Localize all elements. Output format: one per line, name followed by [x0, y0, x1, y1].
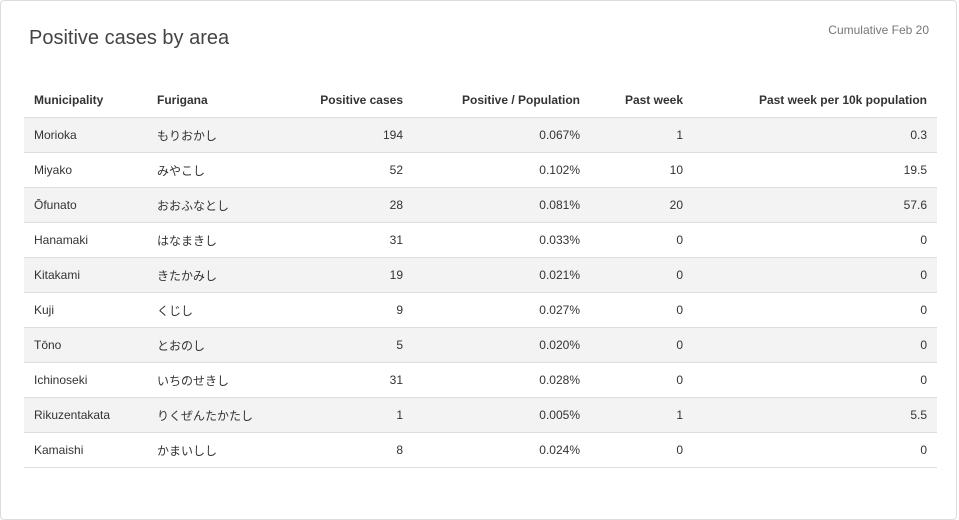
- past-week-cell: 10: [590, 152, 693, 188]
- positive-population-cell: 0.028%: [413, 362, 590, 398]
- table-row: Tōno とおのし 5 0.020% 0 0: [24, 327, 937, 363]
- past-week-cell: 0: [590, 292, 693, 328]
- positive-cases-cell: 1: [277, 397, 413, 433]
- column-header-positive-population[interactable]: Positive / Population: [413, 83, 590, 118]
- table-row: Ōfunato おおふなとし 28 0.081% 20 57.6: [24, 187, 937, 223]
- past-week-per-10k-cell: 19.5: [693, 152, 937, 188]
- past-week-cell: 1: [590, 397, 693, 433]
- furigana-cell: くじし: [147, 292, 277, 328]
- past-week-per-10k-cell: 5.5: [693, 397, 937, 433]
- positive-population-cell: 0.033%: [413, 222, 590, 258]
- column-header-past-week-per-10k[interactable]: Past week per 10k population: [693, 83, 937, 118]
- table-header: Municipality Furigana Positive cases Pos…: [24, 83, 937, 118]
- positive-cases-cell: 28: [277, 187, 413, 223]
- card-title: Positive cases by area: [29, 27, 230, 49]
- past-week-per-10k-cell: 0: [693, 257, 937, 293]
- table-row: Hanamaki はなまきし 31 0.033% 0 0: [24, 222, 937, 258]
- furigana-cell: おおふなとし: [147, 187, 277, 223]
- past-week-cell: 0: [590, 362, 693, 398]
- column-header-furigana[interactable]: Furigana: [147, 83, 277, 118]
- positive-cases-cell: 52: [277, 152, 413, 188]
- municipality-cell: Kitakami: [24, 257, 147, 293]
- past-week-per-10k-cell: 57.6: [693, 187, 937, 223]
- municipality-cell: Tōno: [24, 327, 147, 363]
- positive-population-cell: 0.021%: [413, 257, 590, 293]
- municipality-cell: Ichinoseki: [24, 362, 147, 398]
- past-week-cell: 0: [590, 222, 693, 258]
- municipality-cell: Rikuzentakata: [24, 397, 147, 433]
- positive-population-cell: 0.005%: [413, 397, 590, 433]
- table-row: Kitakami きたかみし 19 0.021% 0 0: [24, 257, 937, 293]
- municipality-cell: Morioka: [24, 117, 147, 153]
- positive-cases-cell: 8: [277, 432, 413, 468]
- positive-cases-cell: 31: [277, 362, 413, 398]
- positive-cases-cell: 9: [277, 292, 413, 328]
- column-header-municipality[interactable]: Municipality: [24, 83, 147, 118]
- positive-cases-cell: 5: [277, 327, 413, 363]
- positive-population-cell: 0.020%: [413, 327, 590, 363]
- past-week-cell: 0: [590, 327, 693, 363]
- furigana-cell: みやこし: [147, 152, 277, 188]
- past-week-per-10k-cell: 0.3: [693, 117, 937, 153]
- municipality-cell: Kuji: [24, 292, 147, 328]
- furigana-cell: とおのし: [147, 327, 277, 363]
- table-row: Morioka もりおかし 194 0.067% 1 0.3: [24, 117, 937, 153]
- furigana-cell: いちのせきし: [147, 362, 277, 398]
- municipality-cell: Hanamaki: [24, 222, 147, 258]
- municipality-cell: Ōfunato: [24, 187, 147, 223]
- past-week-cell: 20: [590, 187, 693, 223]
- table-row: Miyako みやこし 52 0.102% 10 19.5: [24, 152, 937, 188]
- table-body: Morioka もりおかし 194 0.067% 1 0.3 Miyako みやこし 52 0.1…: [24, 117, 937, 468]
- past-week-per-10k-cell: 0: [693, 222, 937, 258]
- positive-population-cell: 0.024%: [413, 432, 590, 468]
- column-header-positive-cases[interactable]: Positive cases: [277, 83, 413, 118]
- header-row: Municipality Furigana Positive cases Pos…: [24, 83, 937, 118]
- past-week-cell: 0: [590, 432, 693, 468]
- positive-population-cell: 0.067%: [413, 117, 590, 153]
- table-row: Kamaishi かまいしし 8 0.024% 0 0: [24, 432, 937, 468]
- table-row: Kuji くじし 9 0.027% 0 0: [24, 292, 937, 328]
- positive-population-cell: 0.102%: [413, 152, 590, 188]
- municipality-cell: Kamaishi: [24, 432, 147, 468]
- positive-cases-cell: 31: [277, 222, 413, 258]
- furigana-cell: きたかみし: [147, 257, 277, 293]
- positive-population-cell: 0.081%: [413, 187, 590, 223]
- cases-table: Municipality Furigana Positive cases Pos…: [24, 83, 937, 468]
- furigana-cell: かまいしし: [147, 432, 277, 468]
- furigana-cell: もりおかし: [147, 117, 277, 153]
- municipality-cell: Miyako: [24, 152, 147, 188]
- furigana-cell: はなまきし: [147, 222, 277, 258]
- furigana-cell: りくぜんたかたし: [147, 397, 277, 433]
- table-row: Rikuzentakata りくぜんたかたし 1 0.005% 1 5.5: [24, 397, 937, 433]
- positive-cases-cell: 194: [277, 117, 413, 153]
- past-week-per-10k-cell: 0: [693, 327, 937, 363]
- positive-population-cell: 0.027%: [413, 292, 590, 328]
- past-week-per-10k-cell: 0: [693, 432, 937, 468]
- past-week-per-10k-cell: 0: [693, 362, 937, 398]
- positive-cases-cell: 19: [277, 257, 413, 293]
- past-week-cell: 1: [590, 117, 693, 153]
- past-week-cell: 0: [590, 257, 693, 293]
- cumulative-date-note: Cumulative Feb 20: [828, 23, 929, 37]
- column-header-past-week[interactable]: Past week: [590, 83, 693, 118]
- table-row: Ichinoseki いちのせきし 31 0.028% 0 0: [24, 362, 937, 398]
- past-week-per-10k-cell: 0: [693, 292, 937, 328]
